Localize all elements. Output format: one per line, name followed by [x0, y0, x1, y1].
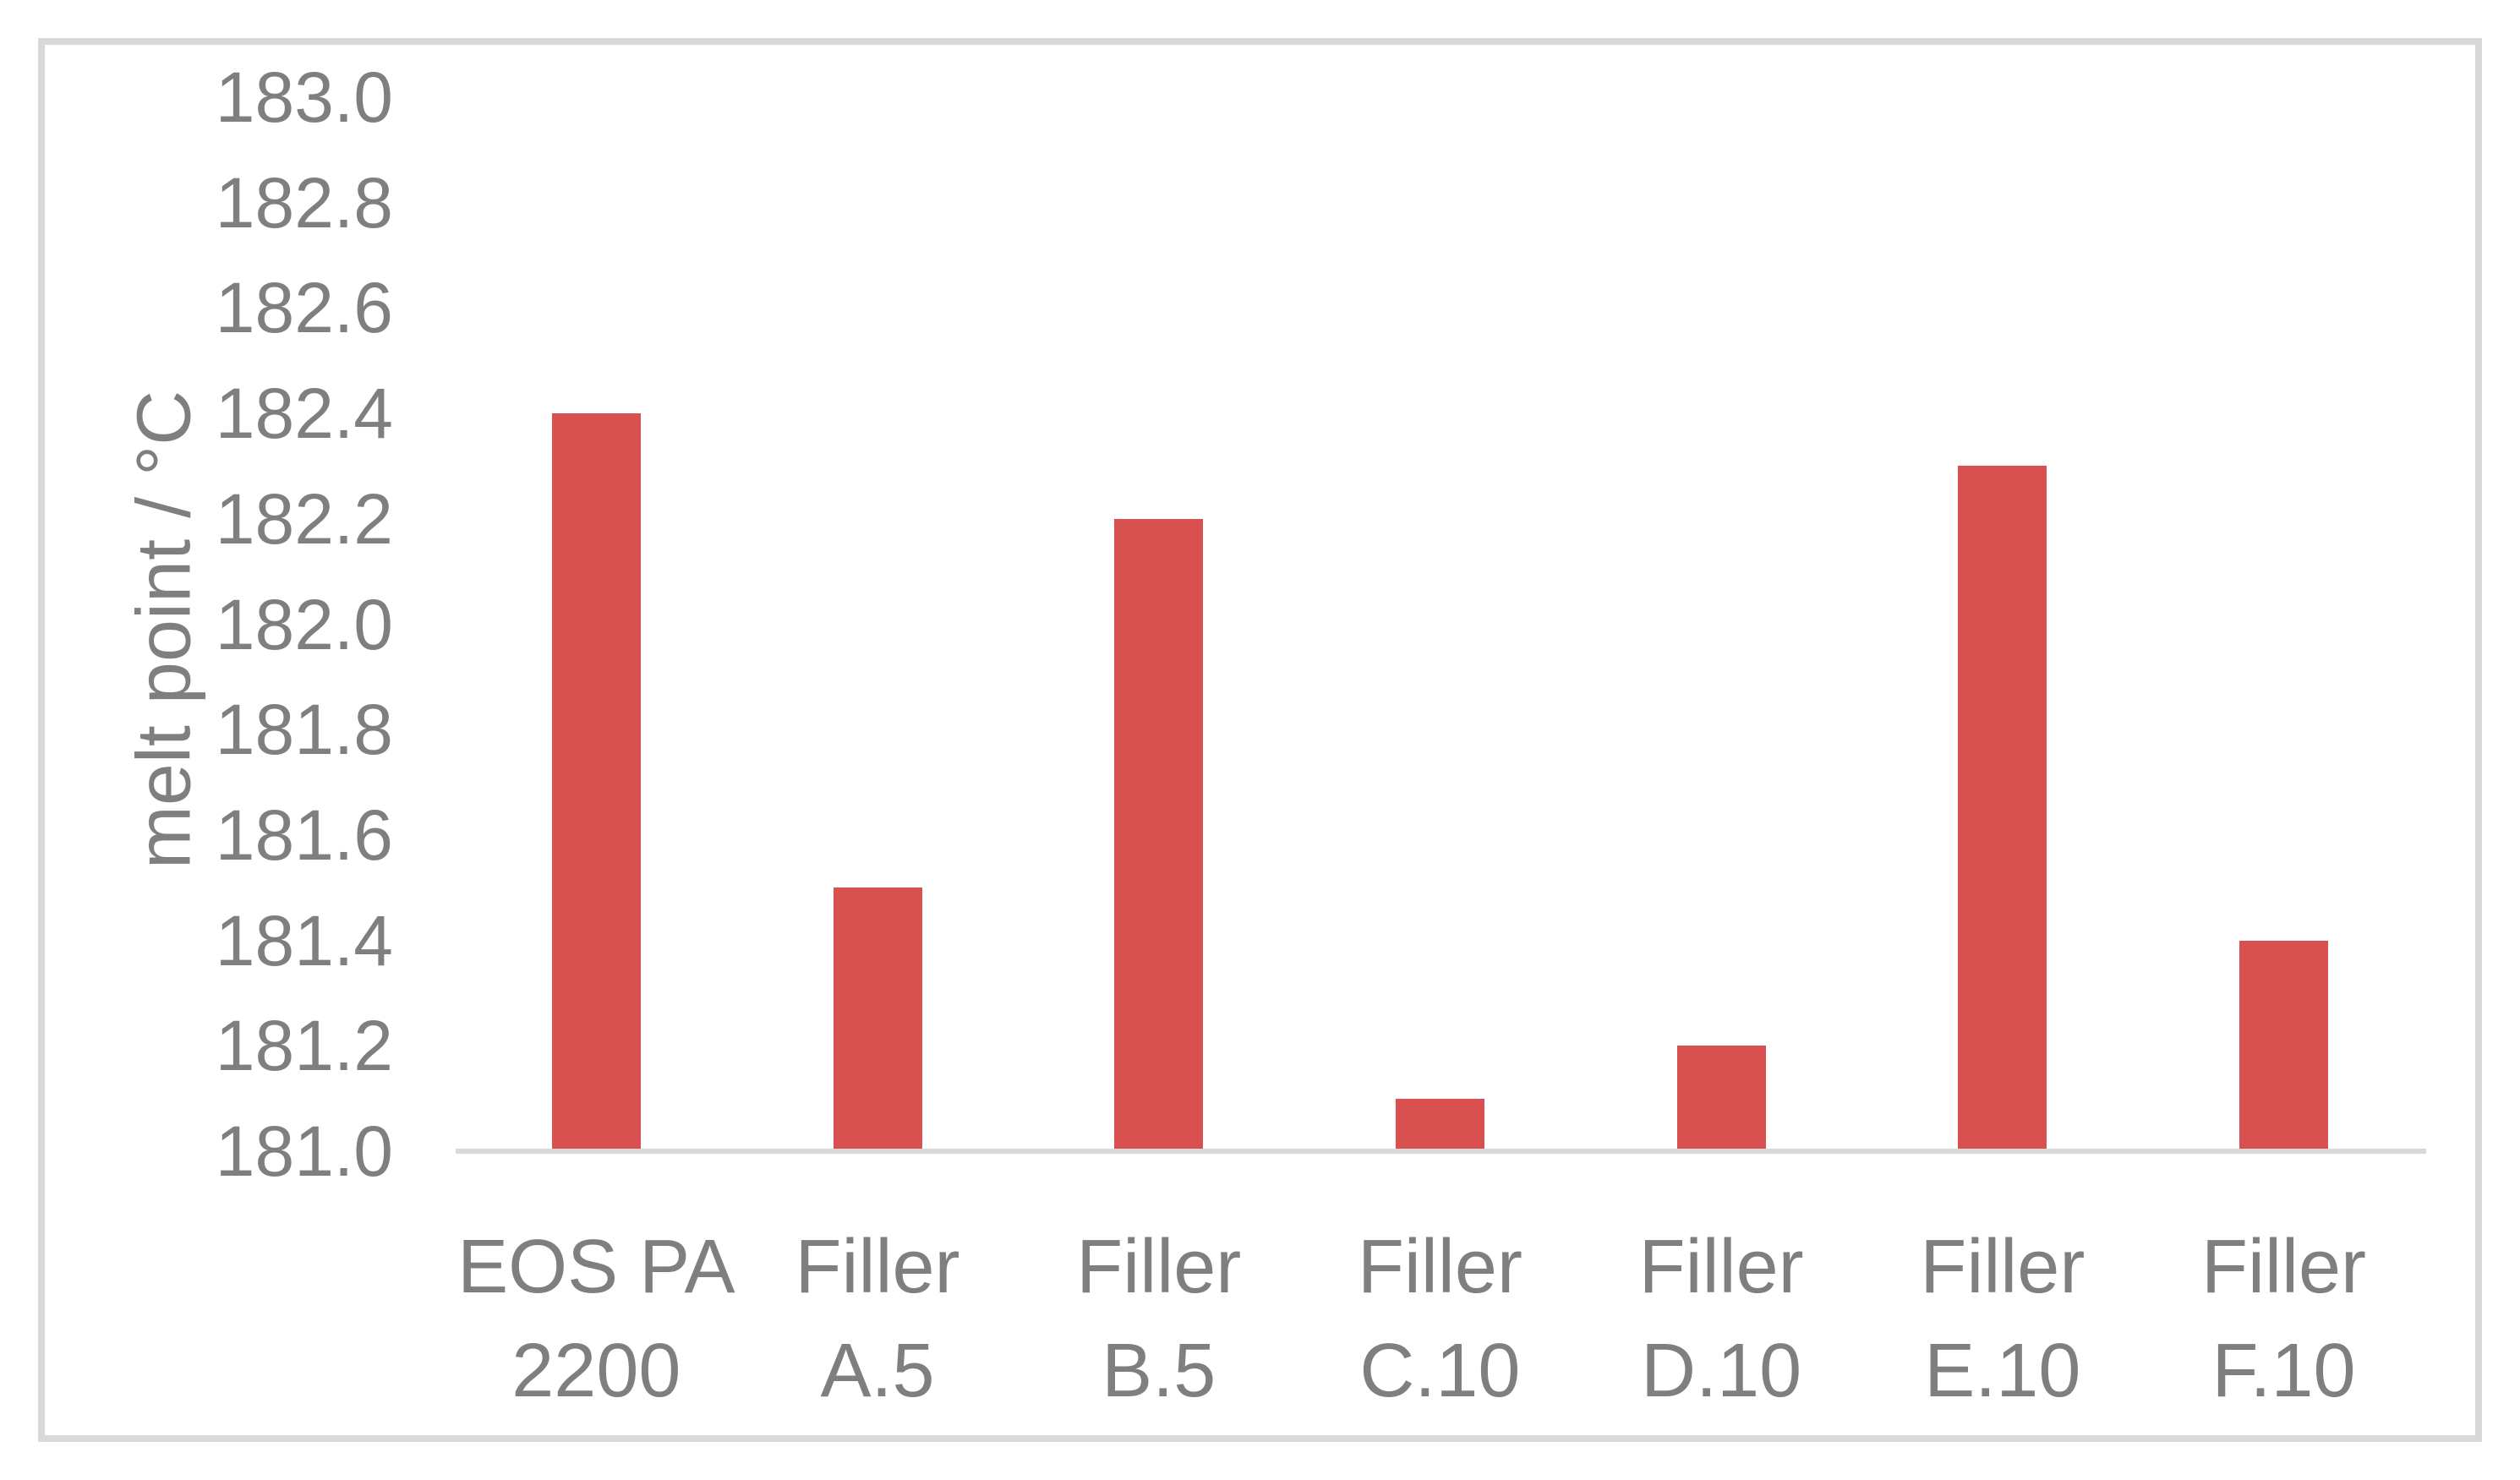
y-tick-label: 181.2 — [215, 1006, 393, 1086]
x-tick-label: Filler F.10 — [2201, 1225, 2367, 1414]
bar-filler-d.10 — [1676, 1046, 1766, 1151]
chart-border — [38, 38, 2482, 1442]
y-tick-label: 181.0 — [215, 1111, 393, 1191]
bar-filler-b.5 — [1114, 518, 1204, 1151]
x-tick-label: Filler D.10 — [1638, 1225, 1804, 1414]
x-tick-label: Filler A.5 — [795, 1225, 960, 1414]
x-tick-label: Filler E.10 — [1920, 1225, 2085, 1414]
y-tick-label: 182.0 — [215, 584, 393, 664]
y-tick-label: 182.2 — [215, 478, 393, 559]
bar-filler-c.10 — [1395, 1098, 1484, 1151]
y-tick-label: 181.6 — [215, 795, 393, 875]
bar-filler-f.10 — [2239, 940, 2329, 1151]
y-tick-label: 181.8 — [215, 690, 393, 770]
x-tick-label: Filler B.5 — [1076, 1225, 1242, 1414]
y-tick-label: 182.8 — [215, 162, 393, 243]
bar-eos-pa-2200 — [551, 413, 641, 1151]
bar-filler-a.5 — [833, 887, 922, 1151]
y-tick-label: 182.4 — [215, 374, 393, 454]
y-tick-label: 183.0 — [215, 57, 393, 137]
x-tick-label: EOS PA 2200 — [457, 1225, 735, 1414]
x-axis-line — [456, 1149, 2426, 1154]
x-tick-label: Filler C.10 — [1357, 1225, 1522, 1414]
y-tick-label: 182.6 — [215, 268, 393, 348]
y-tick-label: 181.4 — [215, 900, 393, 980]
bar-filler-e.10 — [1958, 466, 2047, 1151]
